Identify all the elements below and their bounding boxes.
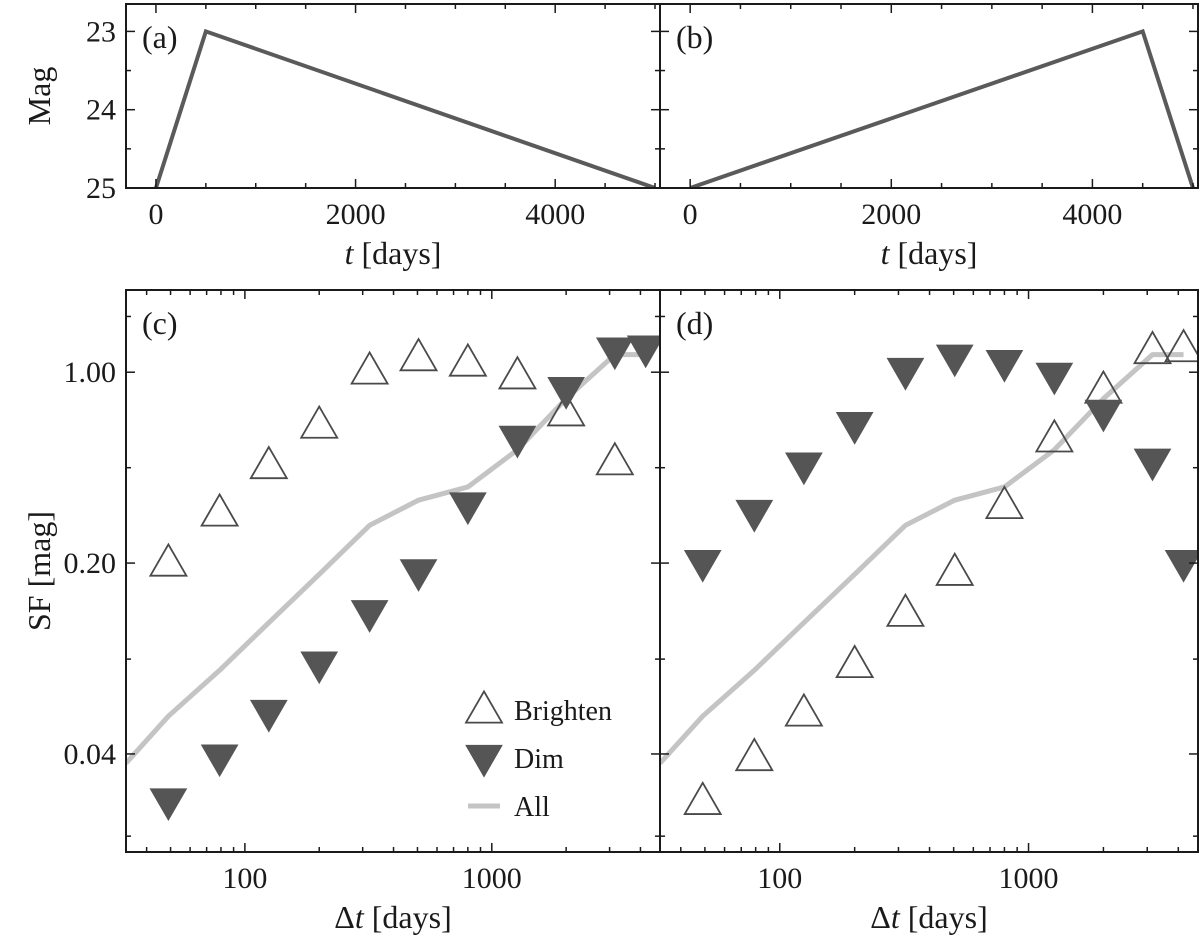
dim-point: [1133, 448, 1172, 482]
light-curve-a: [154, 28, 656, 188]
brighten-point: [448, 342, 488, 377]
brighten-point: [784, 692, 824, 727]
series-all-line-d: [660, 352, 1184, 765]
x-axis-label-a: t [days]: [345, 235, 442, 271]
axes-frame-c: [125, 289, 661, 853]
brighten-point: [497, 355, 537, 390]
brighten-point: [350, 350, 390, 385]
legend-dim-marker: [465, 744, 503, 778]
brighten-point: [1164, 328, 1198, 363]
figure-layer: 0 2000 4000 23 24 25 (a) t [days] Mag 0 2000 4000 (b…: [21, 3, 1199, 935]
x-axis-variable: Δt: [870, 899, 901, 935]
dim-point: [149, 788, 188, 822]
x-axis-variable: Δt: [334, 899, 365, 935]
brighten-point: [595, 441, 635, 476]
y-axis-label-c: SF [mag]: [21, 511, 57, 631]
dim-point: [626, 335, 660, 369]
dim-point: [249, 699, 288, 733]
brighten-point: [1132, 330, 1173, 365]
x-axis-label-d: Δt [days]: [870, 899, 987, 935]
brighten-point: [1034, 418, 1074, 453]
brighten-point: [249, 445, 289, 480]
dim-point: [350, 600, 389, 633]
y-axis-label-a: Mag: [21, 67, 57, 126]
dim-point: [735, 499, 774, 533]
dim-point: [1035, 362, 1074, 396]
x-tick-label: 100: [222, 862, 267, 895]
x-axis-unit: [days]: [900, 899, 988, 935]
brighten-point: [984, 485, 1024, 520]
legend-brighten-marker: [464, 689, 504, 724]
dim-point: [547, 376, 585, 410]
dim-point: [985, 349, 1024, 383]
dim-point: [1084, 399, 1123, 433]
panel-d: 100 1000 (d) Δt [days]: [659, 289, 1199, 935]
x-axis-variable: t: [881, 235, 891, 271]
brighten-point: [398, 337, 439, 372]
dim-point: [498, 425, 537, 459]
light-curve-b: [689, 28, 1195, 188]
axes-frame-b: [659, 3, 1199, 189]
brighten-point: [734, 737, 774, 772]
x-tick-label: 1000: [462, 862, 522, 895]
dim-point: [200, 744, 239, 778]
x-tick-label: 2000: [861, 198, 921, 231]
panel-b: 0 2000 4000 (b) t [days]: [659, 3, 1199, 271]
y-tick-label: 23: [86, 15, 116, 48]
dim-point: [886, 357, 925, 391]
panel-c: 100 1000 0.04 0.20 1.00 (c) Δt [days] SF [mag]: [21, 289, 661, 935]
y-tick-label: 0.20: [64, 547, 117, 580]
y-tick-label: 1.00: [64, 356, 117, 389]
dim-point: [785, 452, 823, 486]
axes-frame-d: [659, 289, 1199, 853]
dim-point: [595, 337, 634, 371]
dim-point: [935, 344, 974, 378]
brighten-point: [835, 644, 875, 679]
legend-label-brighten: Brighten: [514, 696, 612, 727]
dim-point: [835, 412, 874, 445]
panel-label-a: (a): [142, 19, 178, 55]
brighten-point: [148, 542, 188, 577]
plot-area-c: [126, 335, 660, 822]
legend-label-dim: Dim: [514, 744, 564, 775]
y-tick-label: 25: [86, 172, 116, 205]
brighten-point: [200, 492, 240, 527]
x-axis-unit: [days]: [364, 899, 452, 935]
x-tick-label: 100: [757, 862, 802, 895]
plot-area-a: [154, 28, 656, 188]
dim-point: [683, 549, 722, 583]
x-axis-label-b: t [days]: [881, 235, 978, 271]
dim-point: [300, 651, 339, 685]
x-axis-variable: t: [345, 235, 355, 271]
x-axis-unit: [days]: [889, 235, 977, 271]
x-tick-label: 4000: [525, 198, 585, 231]
x-tick-label: 2000: [326, 198, 386, 231]
legend-label-all: All: [514, 792, 550, 823]
dim-point: [399, 559, 438, 592]
brighten-point: [935, 551, 975, 586]
y-tick-label: 0.04: [64, 738, 117, 771]
y-tick-label: 24: [86, 94, 116, 127]
legend: Brighten Dim All: [464, 689, 612, 823]
x-tick-label: 0: [148, 198, 163, 231]
x-axis-label-c: Δt [days]: [334, 899, 451, 935]
panel-a: 0 2000 4000 23 24 25 (a) t [days] Mag: [21, 3, 661, 271]
brighten-point: [546, 392, 586, 427]
brighten-point: [683, 781, 723, 815]
x-tick-label: 1000: [999, 862, 1059, 895]
panel-label-d: (d): [676, 305, 713, 341]
panel-label-c: (c): [142, 305, 178, 341]
brighten-point: [885, 592, 925, 627]
plot-area-b: [689, 28, 1195, 188]
x-tick-label: 0: [683, 198, 698, 231]
x-axis-unit: [days]: [353, 235, 441, 271]
plot-area-d: [660, 328, 1198, 815]
panel-label-b: (b): [676, 19, 713, 55]
x-tick-label: 4000: [1062, 198, 1122, 231]
brighten-point: [299, 404, 339, 439]
dim-point: [449, 492, 487, 526]
dim-point: [1164, 549, 1198, 583]
